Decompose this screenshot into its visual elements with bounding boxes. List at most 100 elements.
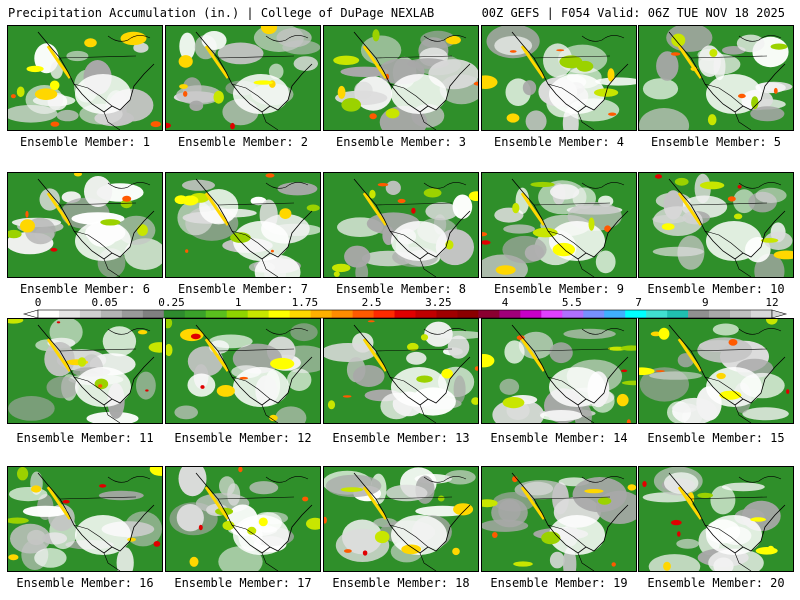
coastline: [577, 552, 595, 571]
wet-area: [30, 485, 42, 493]
dry-area: [49, 319, 83, 347]
border-line: [389, 83, 429, 107]
wet-area: [699, 181, 725, 190]
dry-area: [549, 342, 573, 364]
coastline: [265, 182, 309, 189]
dry-area: [504, 340, 525, 364]
colorbar-swatch: [58, 310, 81, 318]
colorbar-swatch: [751, 310, 773, 318]
coastal-precip-band: [362, 45, 388, 79]
ensemble-member-map: [165, 466, 321, 572]
ensemble-member-label: Ensemble Member: 20: [647, 576, 785, 590]
ensemble-member-label: Ensemble Member: 19: [490, 576, 628, 590]
wet-area: [416, 375, 433, 383]
heavy-precip-area: [385, 73, 390, 80]
dry-area: [287, 368, 312, 391]
wet-area: [179, 84, 188, 89]
wet-area: [709, 49, 718, 57]
wet-area: [341, 98, 361, 112]
coastline: [668, 472, 786, 554]
dry-area: [549, 515, 605, 555]
wet-area: [127, 537, 136, 542]
dry-area: [189, 100, 204, 112]
colorbar-label: 0.05: [91, 296, 118, 309]
dry-area: [136, 371, 156, 400]
wet-area: [674, 177, 689, 186]
dry-area: [217, 42, 264, 65]
wet-area: [149, 467, 162, 476]
border-line: [389, 376, 429, 400]
border-line: [690, 496, 768, 500]
ensemble-member-map: [638, 172, 794, 278]
border-line: [231, 524, 271, 548]
wet-area: [658, 327, 670, 340]
ensemble-member-map: [165, 318, 321, 424]
dry-area: [75, 74, 131, 114]
heavy-precip-area: [492, 532, 498, 538]
coastline: [423, 476, 467, 483]
wet-area: [663, 561, 671, 571]
wet-area: [437, 495, 445, 502]
coastal-precip-band: [520, 486, 546, 520]
border-line: [375, 348, 453, 352]
coastline: [423, 328, 467, 335]
colorbar-swatch: [646, 310, 668, 318]
dry-area: [176, 85, 222, 105]
wet-area: [766, 319, 778, 325]
coastline: [738, 328, 782, 335]
wet-area: [385, 108, 400, 119]
wet-area: [502, 397, 525, 409]
border-line: [547, 376, 587, 400]
wet-area: [8, 517, 29, 524]
ensemble-member-label: Ensemble Member: 15: [647, 431, 785, 445]
border-line: [231, 83, 271, 107]
border-line: [533, 202, 611, 206]
dry-area: [34, 548, 67, 568]
coastline: [734, 552, 752, 571]
wet-area: [530, 181, 555, 188]
ensemble-member-map: [7, 172, 163, 278]
precip-map: [482, 173, 636, 277]
heavy-precip-area: [98, 384, 103, 388]
border-line: [704, 230, 744, 254]
dry-area: [706, 74, 762, 114]
dry-area: [249, 481, 279, 495]
colorbar-swatch: [310, 310, 332, 318]
border-line: [547, 83, 587, 107]
heavy-precip-area: [153, 541, 161, 547]
precip-map: [166, 319, 320, 423]
coastline: [419, 552, 437, 571]
colorbar-swatch: [352, 310, 374, 318]
dry-area: [391, 74, 447, 114]
coastal-precip-band: [362, 486, 388, 520]
wet-area: [420, 334, 429, 341]
coastal-precip-band: [520, 338, 546, 372]
wet-area: [189, 556, 199, 567]
heavy-precip-area: [626, 419, 631, 423]
coastline: [37, 31, 155, 113]
heavy-precip-area: [198, 524, 203, 531]
dry-area: [98, 490, 144, 501]
ensemble-member-map: [323, 25, 479, 131]
wet-area: [253, 80, 273, 85]
wet-area: [20, 219, 35, 233]
coastal-precip-band: [520, 45, 546, 79]
dry-area: [268, 63, 284, 80]
wet-area: [588, 217, 595, 231]
wet-area: [84, 38, 97, 48]
ensemble-member-label: Ensemble Member: 11: [16, 431, 154, 445]
dry-area: [549, 551, 565, 569]
coastline: [738, 476, 782, 483]
heavy-precip-area: [324, 516, 327, 524]
coastline: [581, 476, 625, 483]
coastline: [265, 328, 309, 335]
coastline: [261, 111, 279, 130]
dry-area: [447, 335, 470, 359]
ensemble-member-map: [638, 466, 794, 572]
colorbar-arrow-left: [22, 309, 39, 319]
colorbar-label: 9: [702, 296, 709, 309]
ensemble-member-map: [323, 466, 479, 572]
dry-area: [572, 477, 627, 513]
colorbar-label: 12: [765, 296, 778, 309]
dry-area: [276, 28, 312, 48]
